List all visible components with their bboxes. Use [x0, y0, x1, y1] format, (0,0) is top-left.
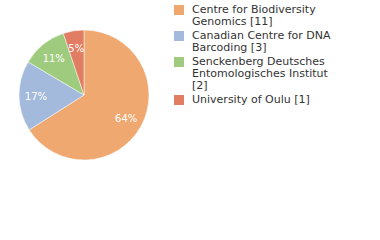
- pie-area: 64% 17% 11%5%: [0, 0, 170, 240]
- slices: [19, 30, 149, 160]
- legend-entry: Centre for Biodiversity Genomics [11]: [174, 4, 374, 28]
- legend-entry: Senckenberg Deutsches Entomologisches In…: [174, 56, 374, 92]
- legend-swatch: [174, 31, 184, 41]
- legend-entry: Canadian Centre for DNA Barcoding [3]: [174, 30, 374, 54]
- data-label: 17%: [25, 91, 47, 102]
- legend-swatch: [174, 57, 184, 67]
- legend-swatch: [174, 5, 184, 15]
- slice: [63, 30, 84, 95]
- legend: Centre for Biodiversity Genomics [11]Can…: [174, 4, 374, 108]
- legend-entry: University of Oulu [1]: [174, 94, 374, 106]
- legend-label: Senckenberg Deutsches Entomologisches In…: [192, 56, 342, 92]
- legend-label: University of Oulu [1]: [192, 94, 342, 106]
- data-label: 11%: [43, 53, 65, 64]
- data-label: 5%: [68, 43, 84, 54]
- legend-label: Centre for Biodiversity Genomics [11]: [192, 4, 342, 28]
- legend-swatch: [174, 95, 184, 105]
- slice-labels: 64% 17% 11%5%: [25, 43, 137, 125]
- chart: 64% 17% 11%5% Centre for Biodiversity Geno…: [0, 0, 380, 240]
- data-label: 64%: [115, 113, 137, 124]
- legend-label: Canadian Centre for DNA Barcoding [3]: [192, 30, 342, 54]
